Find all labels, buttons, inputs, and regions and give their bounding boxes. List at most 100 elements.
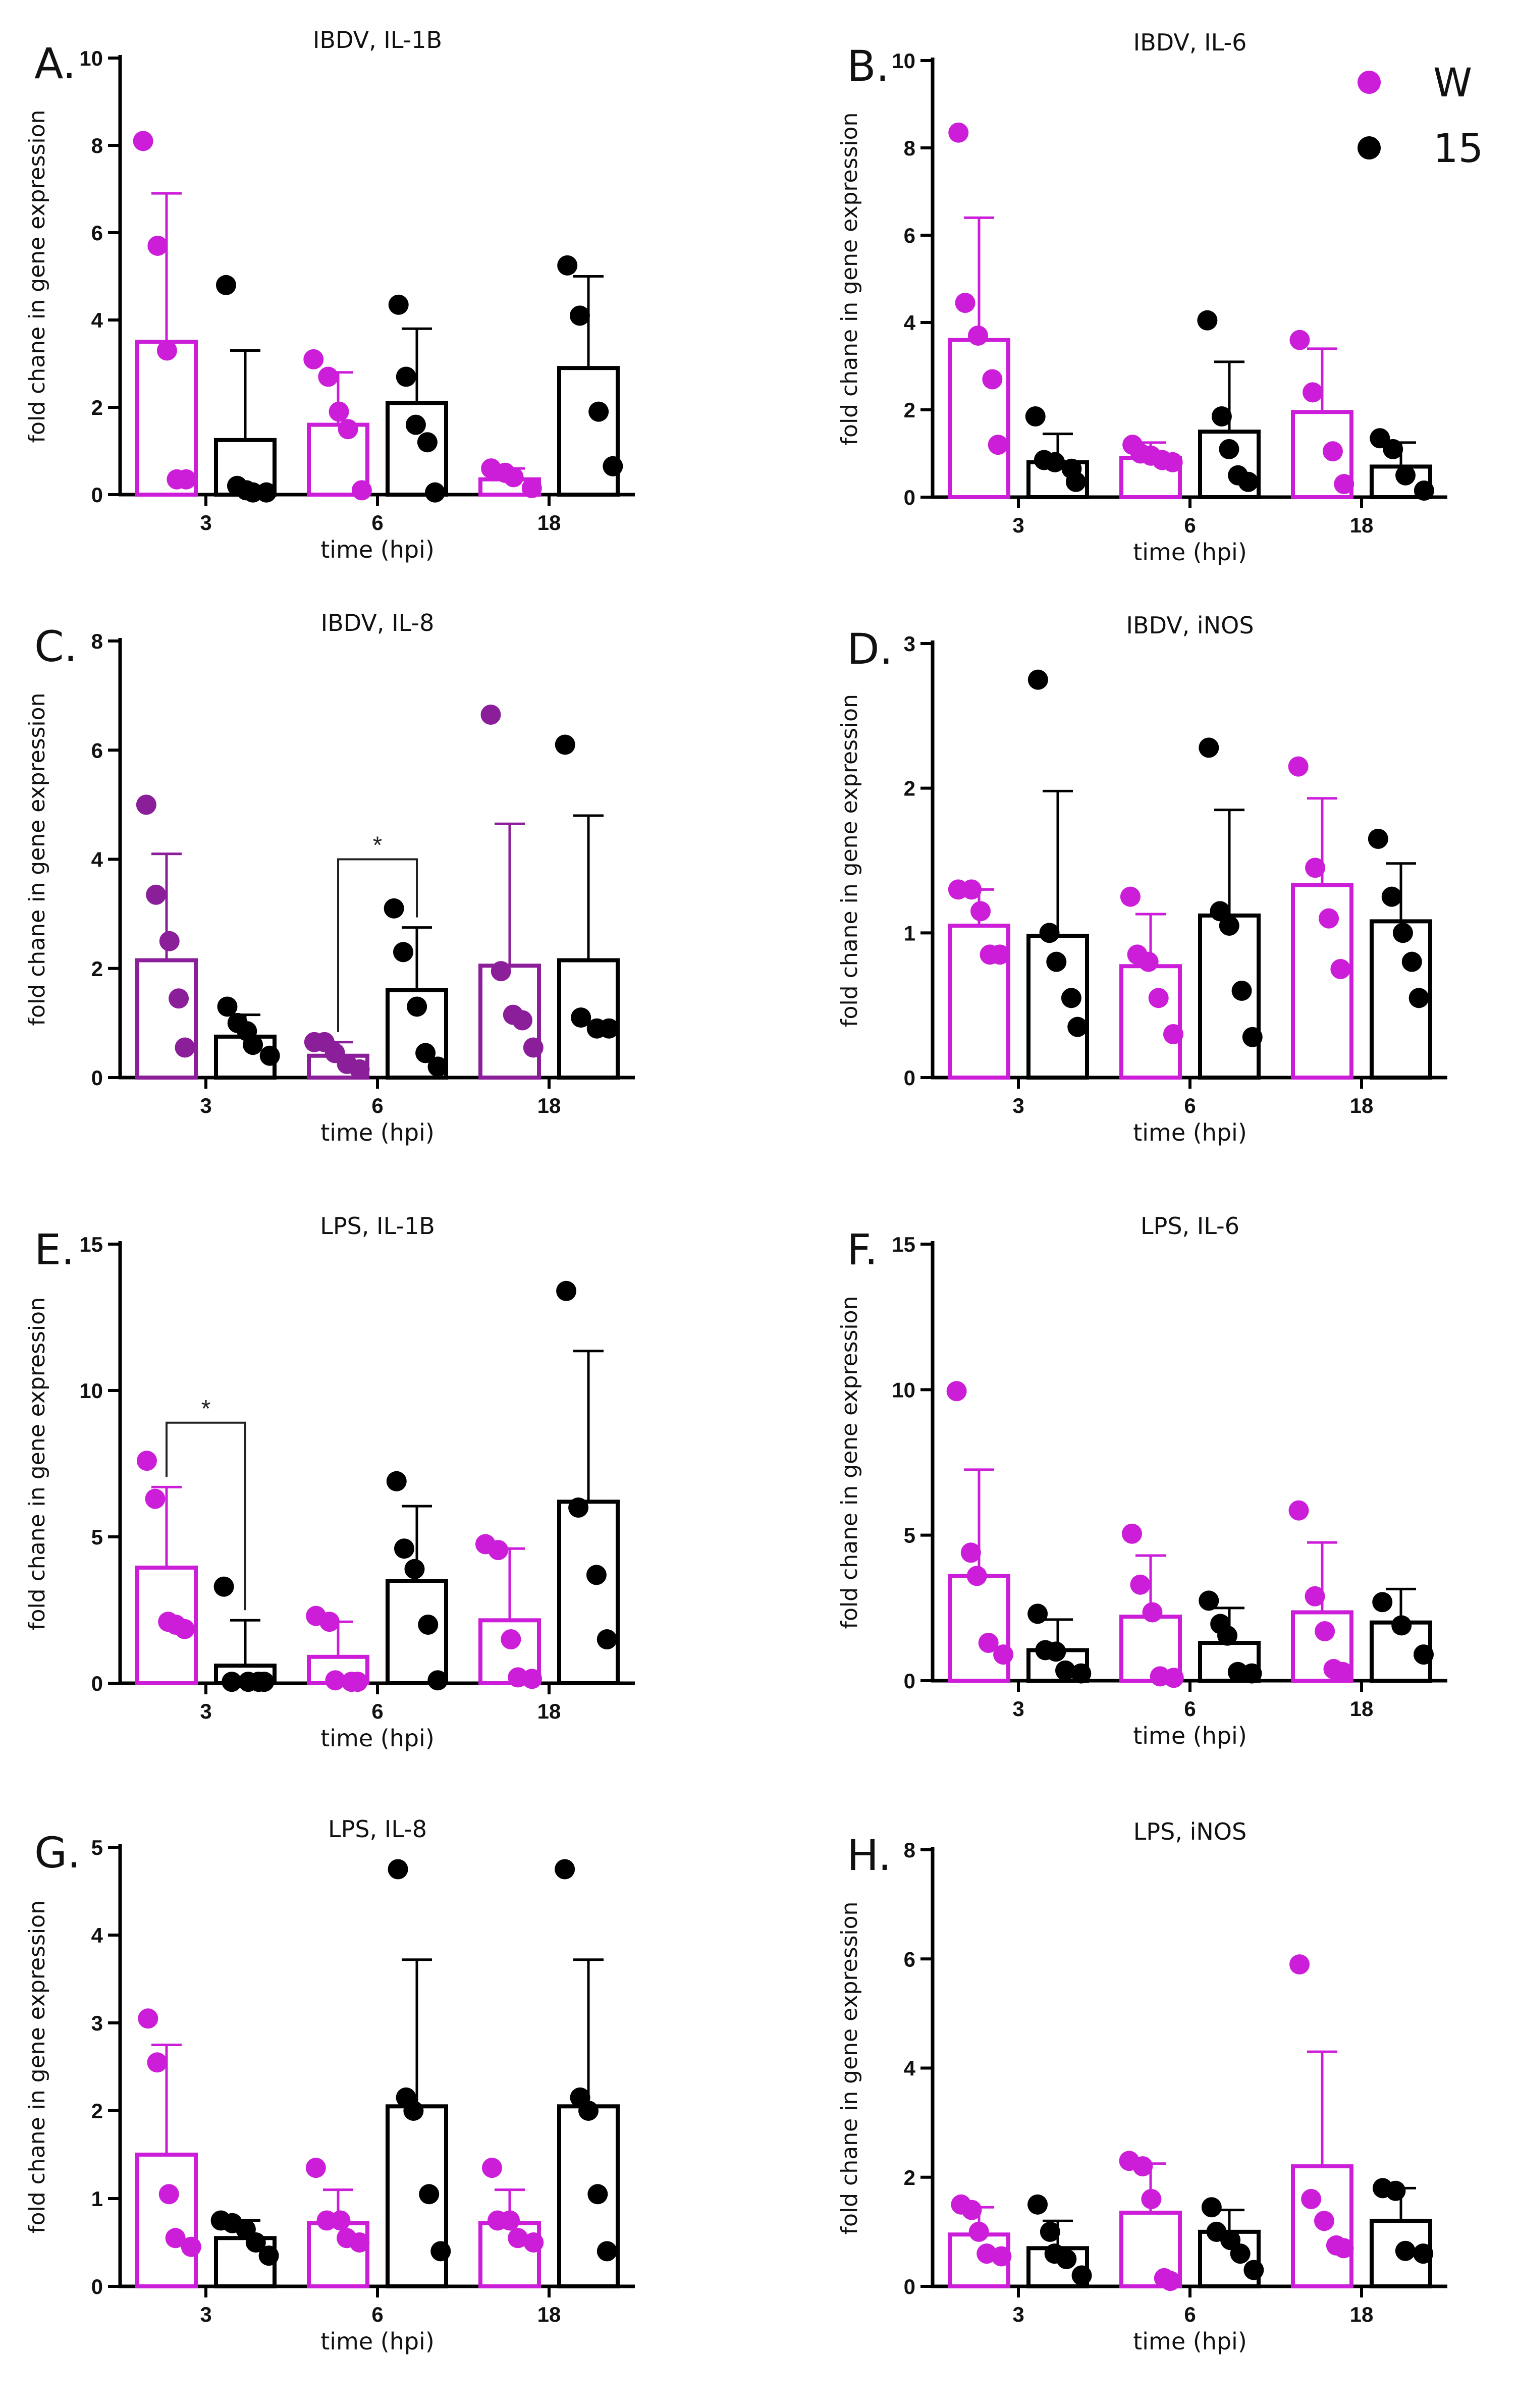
x-axis-label: time (hpi) — [1133, 539, 1247, 566]
data-point-15 — [1199, 737, 1219, 758]
data-point-w — [978, 1633, 999, 1653]
chart-panel-b: B. IBDV, IL-6 fold chane in gene expressio… — [837, 29, 1447, 566]
data-point-w — [990, 944, 1010, 965]
x-tick-label: 18 — [1350, 513, 1374, 537]
data-point-15 — [1039, 923, 1060, 943]
data-point-15 — [245, 2232, 266, 2253]
y-tick-label: 6 — [904, 224, 915, 247]
data-point-w — [1319, 908, 1339, 929]
data-point-15 — [405, 414, 426, 435]
y-axis-label: fold chane in gene expression — [24, 693, 50, 1026]
x-axis-label: time (hpi) — [1133, 1119, 1247, 1146]
data-point-15 — [254, 1672, 275, 1692]
bar-15-6 — [1198, 430, 1261, 499]
data-point-15 — [384, 898, 404, 919]
data-point-w — [481, 2158, 502, 2178]
data-point-15 — [1372, 1592, 1393, 1613]
data-point-w — [982, 369, 1003, 390]
data-point-15 — [1211, 406, 1232, 426]
data-point-w — [1141, 2189, 1162, 2209]
bar-15-18 — [557, 1500, 620, 1685]
y-tick-label: 0 — [904, 486, 915, 509]
data-point-w — [1303, 382, 1323, 403]
y-axis-label: fold chane in gene expression — [837, 1296, 862, 1629]
y-axis-label: fold chane in gene expression — [837, 113, 862, 446]
data-point-w — [176, 469, 196, 490]
data-point-15 — [1231, 981, 1252, 1001]
chart-panel-e: E. LPS, IL-1B fold chane in gene expressio… — [24, 1212, 635, 1752]
data-point-w — [351, 480, 372, 501]
data-point-w — [1314, 2211, 1334, 2231]
data-point-w — [970, 901, 991, 922]
x-axis-label: time (hpi) — [320, 1725, 435, 1752]
y-tick-label: 3 — [91, 2011, 103, 2035]
data-point-w — [523, 1037, 544, 1058]
y-tick-label: 4 — [904, 2057, 916, 2080]
data-point-15 — [396, 366, 416, 387]
data-point-15 — [1381, 886, 1402, 907]
data-point-15 — [213, 1576, 234, 1597]
data-point-15 — [217, 996, 238, 1017]
data-point-w — [1142, 1602, 1163, 1623]
chart-panel-d: D. IBDV, iNOS fold chane in gene expressio… — [837, 612, 1447, 1146]
x-tick-label: 6 — [1184, 1094, 1196, 1117]
y-tick-label: 10 — [892, 49, 915, 73]
data-point-w — [522, 1669, 543, 1689]
chart-title: LPS, iNOS — [1133, 1818, 1246, 1845]
significance-star: * — [201, 1396, 211, 1422]
data-point-w — [1334, 474, 1354, 495]
data-point-15 — [1055, 1660, 1076, 1681]
data-point-w — [521, 478, 542, 499]
y-axis-label: fold chane in gene expression — [24, 110, 50, 443]
chart-title: IBDV, IL-6 — [1133, 29, 1247, 56]
y-tick-label: 0 — [904, 1669, 915, 1693]
data-point-15 — [1219, 439, 1239, 459]
y-tick-label: 4 — [91, 848, 103, 872]
data-point-w — [1163, 1024, 1183, 1044]
x-tick-label: 6 — [1184, 513, 1196, 537]
y-axis-label: fold chane in gene expression — [24, 1900, 50, 2233]
x-tick-label: 3 — [200, 1699, 211, 1723]
y-tick-label: 5 — [91, 1836, 103, 1859]
chart-panel-a: A. IBDV, IL-1B fold chane in gene expressi… — [24, 26, 635, 563]
data-point-w — [1330, 959, 1351, 979]
data-point-w — [1160, 2271, 1181, 2291]
y-tick-label: 1 — [904, 921, 915, 945]
data-point-w — [303, 349, 324, 369]
data-point-15 — [578, 2101, 599, 2121]
data-point-15 — [1383, 439, 1403, 459]
data-point-15 — [1045, 452, 1065, 472]
chart-panel-c: C. IBDV, IL-8 fold chane in gene expressio… — [24, 609, 635, 1146]
data-point-15 — [603, 456, 623, 476]
bar-15-18 — [1370, 919, 1432, 1080]
data-point-15 — [599, 1018, 619, 1039]
data-point-w — [1332, 1662, 1353, 1682]
data-point-15 — [597, 1629, 617, 1649]
data-point-15 — [425, 482, 446, 503]
data-point-w — [147, 235, 168, 256]
data-point-15 — [417, 432, 438, 453]
data-point-15 — [215, 275, 236, 295]
data-point-15 — [1046, 1641, 1066, 1662]
y-tick-label: 0 — [91, 1672, 103, 1695]
panel-label: H. — [847, 1831, 891, 1880]
x-axis-label: time (hpi) — [1133, 1722, 1247, 1749]
y-axis-label: fold chane in gene expression — [837, 694, 862, 1027]
x-tick-label: 3 — [1012, 513, 1024, 537]
data-point-15 — [1199, 1590, 1219, 1611]
data-point-15 — [403, 2101, 424, 2121]
data-point-15 — [557, 255, 578, 276]
data-point-w — [136, 794, 156, 815]
significance-bracket — [337, 858, 418, 1032]
data-point-w — [1138, 951, 1159, 972]
y-tick-label: 8 — [904, 1838, 915, 1862]
y-tick-label: 1 — [91, 2187, 103, 2211]
chart-title: IBDV, iNOS — [1126, 612, 1254, 639]
y-tick-label: 6 — [91, 738, 103, 762]
legend-item-w: W — [1358, 61, 1509, 106]
data-point-15 — [1025, 406, 1046, 426]
chart-title: LPS, IL-6 — [1141, 1212, 1239, 1240]
x-tick-label: 3 — [200, 1094, 211, 1117]
data-point-15 — [388, 294, 409, 315]
x-tick-label: 18 — [537, 1094, 561, 1117]
